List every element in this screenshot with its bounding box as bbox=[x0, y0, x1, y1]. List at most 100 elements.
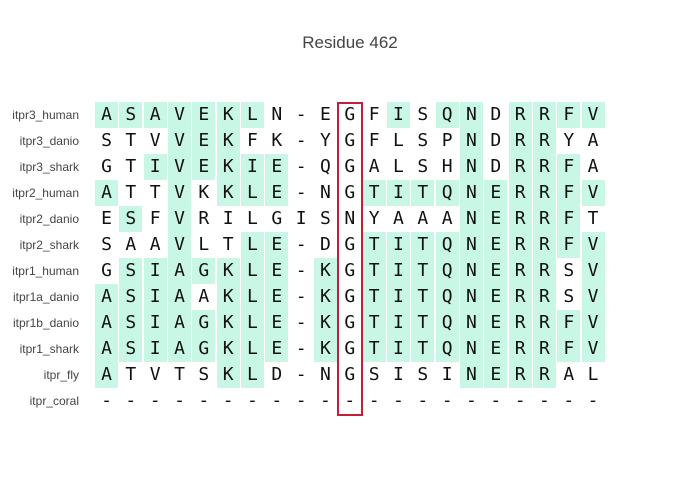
residue-cell: F bbox=[557, 154, 581, 180]
residue-cell: S bbox=[417, 364, 429, 385]
residue-cell: G bbox=[344, 104, 356, 125]
residue-cell: S bbox=[417, 130, 429, 151]
residue-cell: V bbox=[581, 336, 605, 362]
residue-cell: T bbox=[411, 310, 435, 336]
residue-cell: - bbox=[295, 182, 307, 203]
residue-cell: - bbox=[198, 390, 210, 411]
residue-cell: I bbox=[386, 310, 410, 336]
residue-cell: A bbox=[587, 156, 599, 177]
residue-cell: N bbox=[320, 182, 331, 203]
residue-cell: T bbox=[411, 258, 435, 284]
residue-cell: F bbox=[557, 232, 581, 258]
residue-cell: A bbox=[198, 286, 210, 307]
residue-cell: E bbox=[320, 104, 331, 125]
residue-cell: F bbox=[557, 310, 581, 336]
residue-cell: T bbox=[411, 232, 435, 258]
residue-cell: G bbox=[344, 364, 356, 385]
residue-cell: F bbox=[149, 208, 161, 229]
residue-cell: T bbox=[125, 156, 137, 177]
residue-cell: R bbox=[508, 154, 532, 180]
residue-cell: E bbox=[101, 208, 112, 229]
residue-cell: F bbox=[557, 102, 581, 128]
residue-cell: L bbox=[247, 208, 258, 229]
residue-cell: N bbox=[459, 102, 483, 128]
residue-cell: E bbox=[484, 232, 508, 258]
residue-cell: R bbox=[532, 102, 556, 128]
residue-cell: E bbox=[192, 154, 216, 180]
residue-cell: F bbox=[247, 130, 258, 151]
residue-cell: K bbox=[313, 336, 337, 362]
residue-cell: - bbox=[514, 390, 526, 411]
residue-cell: - bbox=[539, 390, 550, 411]
residue-cell: G bbox=[192, 310, 216, 336]
residue-cell: - bbox=[125, 390, 137, 411]
residue-cell: E bbox=[192, 128, 216, 154]
residue-cell: S bbox=[417, 156, 429, 177]
residue-cell: E bbox=[484, 206, 508, 232]
residue-cell: N bbox=[459, 336, 483, 362]
residue-cell: L bbox=[240, 232, 264, 258]
residue-cell: S bbox=[320, 208, 331, 229]
sequence-label: itpr1_shark bbox=[19, 342, 79, 356]
residue-cell: Q bbox=[435, 284, 459, 310]
residue-cell: Y bbox=[563, 130, 575, 151]
residue-cell: R bbox=[508, 102, 532, 128]
residue-cell: Q bbox=[320, 156, 331, 177]
residue-cell: F bbox=[557, 206, 581, 232]
residue-cell: G bbox=[192, 258, 216, 284]
residue-cell: T bbox=[587, 208, 599, 229]
residue-cell: A bbox=[125, 234, 137, 255]
residue-cell: L bbox=[393, 156, 404, 177]
sequence-label: itpr1b_danio bbox=[12, 316, 79, 330]
residue-cell: A bbox=[95, 336, 118, 362]
residue-cell: - bbox=[174, 390, 185, 411]
residue-cell: V bbox=[581, 232, 605, 258]
residue-cell: T bbox=[174, 364, 185, 385]
residue-cell: F bbox=[368, 130, 380, 151]
residue-cell: S bbox=[119, 284, 143, 310]
residue-cell: R bbox=[532, 154, 556, 180]
residue-cell: L bbox=[587, 364, 599, 385]
residue-cell: T bbox=[222, 234, 234, 255]
residue-cell: T bbox=[362, 284, 386, 310]
residue-cell: - bbox=[393, 390, 404, 411]
residue-cell: F bbox=[368, 104, 380, 125]
residue-cell: N bbox=[344, 208, 356, 229]
residue-cell: S bbox=[119, 336, 143, 362]
residue-cell: Q bbox=[435, 180, 459, 206]
residue-cell: A bbox=[587, 130, 599, 151]
residue-cell: T bbox=[411, 284, 435, 310]
residue-cell: R bbox=[508, 284, 532, 310]
residue-cell: I bbox=[222, 208, 234, 229]
residue-cell: E bbox=[265, 180, 289, 206]
residue-cell: T bbox=[362, 258, 386, 284]
residue-cell: G bbox=[344, 234, 356, 255]
residue-cell: I bbox=[386, 258, 410, 284]
residue-cell: R bbox=[508, 206, 532, 232]
residue-cell: F bbox=[557, 180, 581, 206]
residue-cell: A bbox=[563, 364, 575, 385]
residue-cell: - bbox=[149, 390, 161, 411]
residue-cell: R bbox=[532, 284, 556, 310]
residue-cell: A bbox=[368, 156, 380, 177]
residue-cell: - bbox=[295, 338, 307, 359]
residue-cell: T bbox=[411, 336, 435, 362]
residue-cell: Y bbox=[320, 130, 331, 151]
residue-cell: N bbox=[459, 258, 483, 284]
residue-cell: L bbox=[240, 362, 264, 388]
residue-cell: D bbox=[490, 130, 502, 151]
residue-cell: R bbox=[508, 128, 532, 154]
residue-cell: R bbox=[508, 258, 532, 284]
residue-cell: N bbox=[459, 154, 483, 180]
residue-cell: - bbox=[295, 390, 307, 411]
residue-cell: F bbox=[557, 336, 581, 362]
residue-cell: K bbox=[216, 258, 240, 284]
residue-cell: T bbox=[362, 232, 386, 258]
residue-cell: - bbox=[295, 234, 307, 255]
sequence-label: itpr2_danio bbox=[19, 212, 79, 226]
residue-cell: R bbox=[508, 310, 532, 336]
residue-cell: L bbox=[198, 234, 210, 255]
residue-cell: E bbox=[192, 102, 216, 128]
residue-cell: H bbox=[441, 156, 453, 177]
residue-cell: - bbox=[101, 390, 112, 411]
